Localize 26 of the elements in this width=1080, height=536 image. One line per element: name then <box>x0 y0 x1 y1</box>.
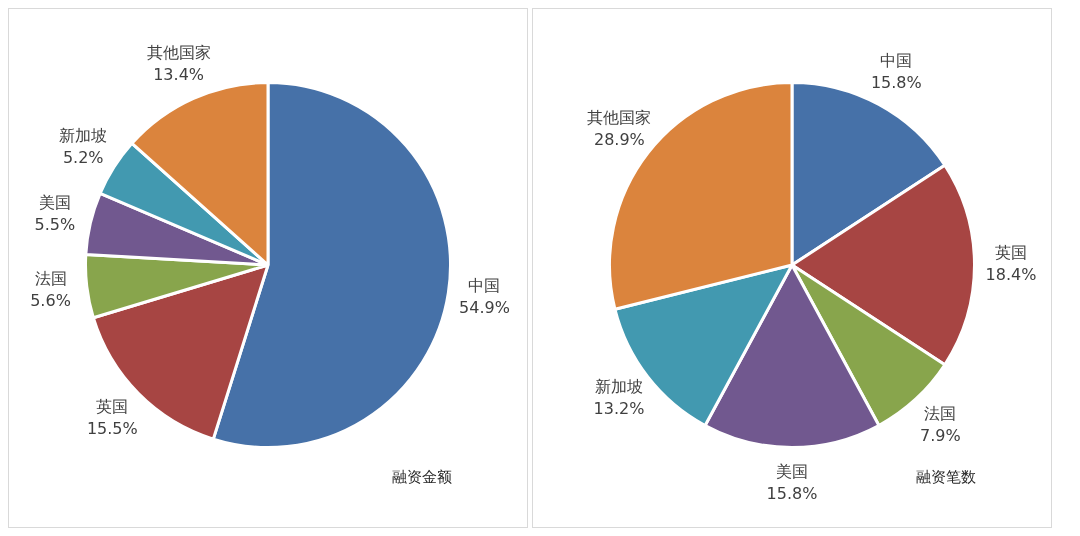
slice-label: 美国 <box>38 193 71 213</box>
slice-label: 法国 <box>924 404 957 424</box>
data-label: 13.4% <box>153 65 204 85</box>
data-label: 7.9% <box>920 426 961 446</box>
data-label: 5.2% <box>62 147 104 167</box>
data-label: 5.6% <box>30 290 71 310</box>
slice-label: 其他国家 <box>587 108 652 128</box>
slice-label: 英国 <box>995 243 1027 263</box>
data-label: 15.8% <box>766 484 818 504</box>
data-label: 28.9% <box>593 130 645 150</box>
slice-label: 法国 <box>34 268 67 288</box>
text: 融资金额 <box>392 467 452 486</box>
slice-label: 美国 <box>776 462 808 482</box>
slice-label: 新加坡 <box>59 125 108 145</box>
slice-label: 中国 <box>880 50 913 70</box>
slice-label: 其他国家 <box>146 43 211 63</box>
data-label: 15.8% <box>870 72 922 92</box>
slice-label: 中国 <box>468 276 501 296</box>
data-label: 15.5% <box>86 419 138 439</box>
slice-label: 英国 <box>96 397 129 417</box>
data-label: 5.5% <box>34 215 76 235</box>
data-label: 54.9% <box>459 298 510 318</box>
text: 融资笔数 <box>916 467 976 486</box>
data-label: 13.2% <box>593 399 645 419</box>
data-label: 18.4% <box>985 265 1037 285</box>
slice-label: 新加坡 <box>594 377 643 397</box>
